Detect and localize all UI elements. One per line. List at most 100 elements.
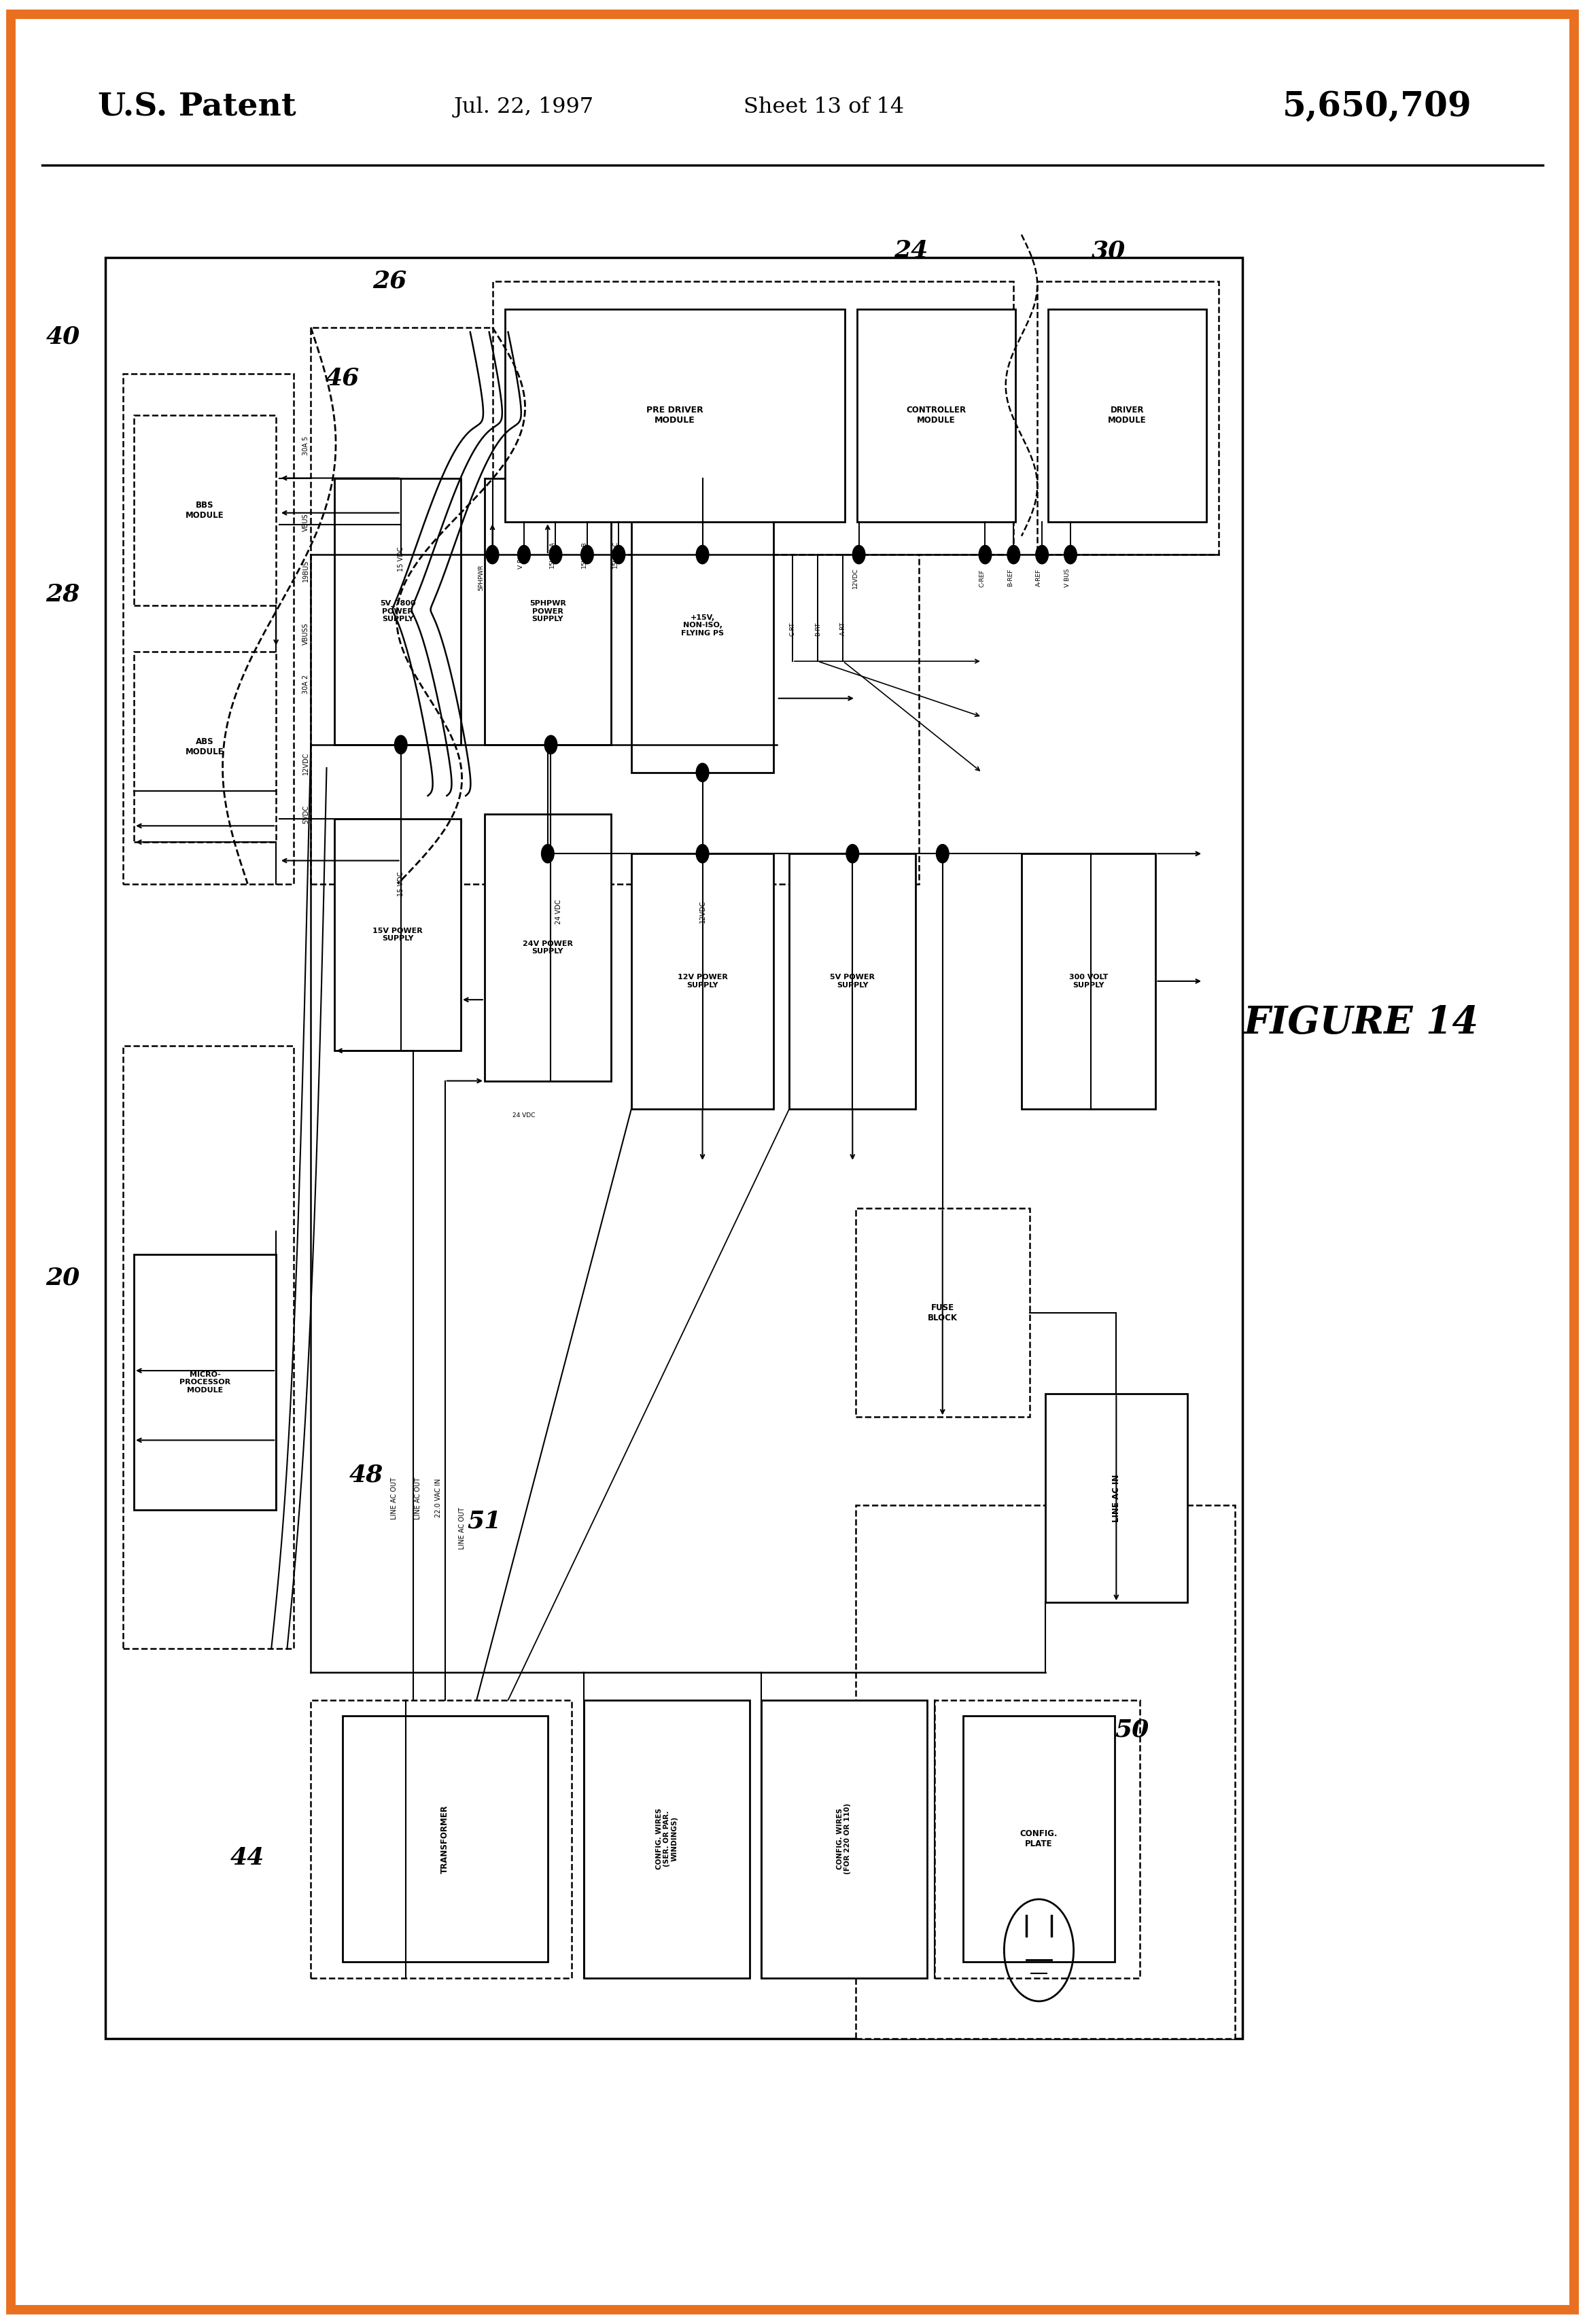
Text: Jul. 22, 1997: Jul. 22, 1997 — [453, 98, 594, 119]
Text: A-REF: A-REF — [1037, 569, 1041, 586]
Bar — [485, 813, 610, 1081]
Text: 28: 28 — [46, 583, 79, 607]
Bar — [506, 309, 845, 523]
Text: C-RT: C-RT — [789, 623, 796, 637]
Bar — [935, 1699, 1140, 1978]
Circle shape — [612, 546, 624, 565]
Text: 24: 24 — [894, 239, 929, 263]
Text: 48: 48 — [349, 1464, 384, 1487]
Bar — [631, 479, 773, 772]
Circle shape — [696, 762, 708, 781]
Text: BBS
MODULE: BBS MODULE — [185, 502, 223, 521]
Text: 22.0 VAC IN: 22.0 VAC IN — [436, 1478, 442, 1518]
Text: 15 VDC: 15 VDC — [398, 546, 404, 572]
Text: 44: 44 — [230, 1845, 265, 1868]
Text: 15VDC-A: 15VDC-A — [550, 541, 555, 567]
Text: 12V POWER
SUPPLY: 12V POWER SUPPLY — [677, 974, 728, 988]
Bar — [485, 479, 610, 744]
Circle shape — [487, 546, 499, 565]
Text: 5V_7800
POWER
SUPPLY: 5V_7800 POWER SUPPLY — [380, 600, 415, 623]
Text: 5VDC: 5VDC — [303, 804, 309, 823]
Text: 26: 26 — [372, 270, 407, 293]
Circle shape — [545, 734, 558, 753]
Circle shape — [518, 546, 531, 565]
Bar — [856, 1208, 1029, 1418]
Circle shape — [1008, 546, 1019, 565]
Bar — [133, 1255, 276, 1511]
Bar — [857, 309, 1014, 523]
Text: FUSE
BLOCK: FUSE BLOCK — [927, 1304, 957, 1322]
Text: 24V POWER
SUPPLY: 24V POWER SUPPLY — [523, 941, 572, 955]
Text: 24 VDC: 24 VDC — [512, 1113, 536, 1118]
Text: 19BUS: 19BUS — [303, 560, 309, 581]
Circle shape — [696, 546, 708, 565]
FancyBboxPatch shape — [11, 14, 1574, 2310]
Text: LINE AC OUT: LINE AC OUT — [415, 1478, 422, 1520]
Text: CONTROLLER
MODULE: CONTROLLER MODULE — [907, 407, 967, 425]
Text: 15V POWER
SUPPLY: 15V POWER SUPPLY — [372, 927, 423, 941]
Bar — [856, 1506, 1235, 2038]
Bar — [342, 1715, 548, 1961]
Circle shape — [395, 734, 407, 753]
Circle shape — [1064, 546, 1076, 565]
Text: 5,650,709: 5,650,709 — [1282, 91, 1471, 123]
Text: 15VDC-B: 15VDC-B — [582, 541, 586, 567]
Circle shape — [550, 546, 563, 565]
Bar — [1021, 853, 1155, 1109]
Text: 12VDC: 12VDC — [699, 899, 705, 923]
Text: PRE DRIVER
MODULE: PRE DRIVER MODULE — [647, 407, 704, 425]
Text: FIGURE 14: FIGURE 14 — [1244, 1004, 1479, 1041]
Text: ABS
MODULE: ABS MODULE — [185, 737, 223, 758]
Text: LINE AC OUT: LINE AC OUT — [460, 1508, 466, 1550]
Text: CONFIG. WIRES
(SER. OR PAR.
WINDINGS): CONFIG. WIRES (SER. OR PAR. WINDINGS) — [656, 1808, 678, 1868]
Text: CONFIG.
PLATE: CONFIG. PLATE — [1021, 1829, 1057, 1848]
Text: MICRO-
PROCESSOR
MODULE: MICRO- PROCESSOR MODULE — [179, 1371, 230, 1394]
Text: 20: 20 — [46, 1267, 79, 1290]
Text: 12VDC: 12VDC — [303, 753, 309, 774]
Text: Sheet 13 of 14: Sheet 13 of 14 — [743, 98, 905, 119]
Text: 30A 5: 30A 5 — [303, 437, 309, 456]
Bar — [789, 853, 916, 1109]
Bar — [106, 258, 1243, 2038]
Bar — [133, 653, 276, 841]
Text: VBUSS: VBUSS — [303, 623, 309, 644]
Bar — [311, 1699, 572, 1978]
Bar — [124, 374, 293, 883]
Text: 5PHPWR
POWER
SUPPLY: 5PHPWR POWER SUPPLY — [529, 600, 566, 623]
Circle shape — [542, 844, 555, 862]
Bar — [334, 479, 461, 744]
Text: 15 VDC: 15 VDC — [398, 872, 404, 897]
Text: +15V,
NON-ISO,
FLYING PS: +15V, NON-ISO, FLYING PS — [682, 614, 724, 637]
Text: B-REF: B-REF — [1008, 569, 1013, 586]
Text: 50: 50 — [1114, 1717, 1149, 1741]
Text: 5V POWER
SUPPLY: 5V POWER SUPPLY — [831, 974, 875, 988]
Text: 30A 2: 30A 2 — [303, 674, 309, 695]
Bar — [1037, 281, 1219, 555]
Circle shape — [980, 546, 992, 565]
Bar — [124, 1046, 293, 1648]
Circle shape — [696, 844, 708, 862]
Bar — [583, 1699, 750, 1978]
Text: 300 VOLT
SUPPLY: 300 VOLT SUPPLY — [1070, 974, 1108, 988]
Circle shape — [846, 844, 859, 862]
Text: 15VDC-C: 15VDC-C — [612, 541, 618, 569]
Text: C-REF: C-REF — [980, 569, 986, 586]
Text: V BUS: V BUS — [1064, 569, 1070, 588]
Bar — [1048, 309, 1206, 523]
Text: B-RT: B-RT — [815, 623, 821, 637]
Text: 30: 30 — [1092, 239, 1125, 263]
Text: A-RT: A-RT — [840, 623, 846, 637]
Circle shape — [580, 546, 593, 565]
Circle shape — [1035, 546, 1048, 565]
Text: 51: 51 — [468, 1511, 501, 1534]
Text: V BUS: V BUS — [518, 551, 525, 569]
Text: DRIVER
MODULE: DRIVER MODULE — [1108, 407, 1146, 425]
Bar — [761, 1699, 927, 1978]
Bar — [1045, 1394, 1187, 1604]
Text: 12VDC: 12VDC — [853, 567, 859, 588]
Bar — [334, 818, 461, 1050]
Bar — [311, 328, 919, 883]
Text: LINE AC OUT: LINE AC OUT — [391, 1478, 398, 1520]
Text: 24 VDC: 24 VDC — [555, 899, 563, 925]
Circle shape — [937, 844, 949, 862]
